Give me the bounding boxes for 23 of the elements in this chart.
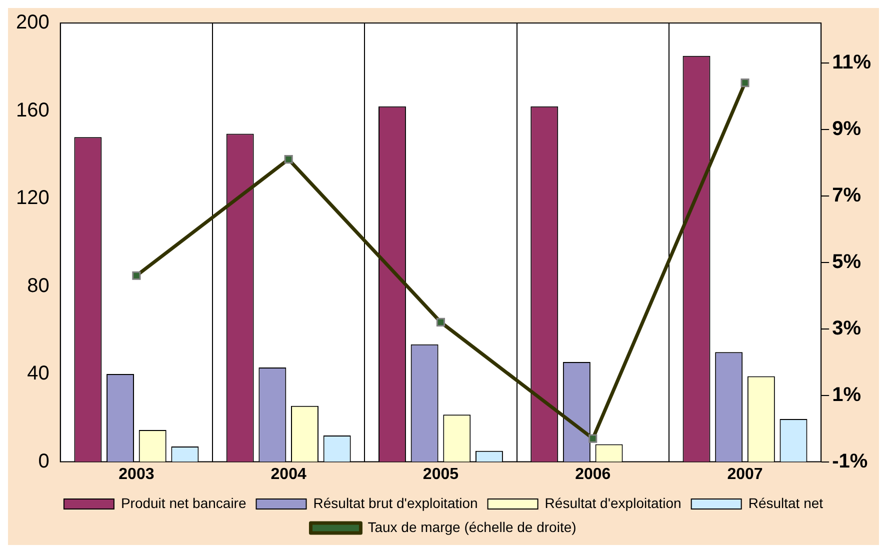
y-tick-label: 0 — [38, 450, 50, 472]
y2-tick-label: 11% — [832, 51, 872, 74]
legend-label: Résultat d'exploitation — [544, 494, 682, 511]
y-tick-label: 120 — [16, 187, 50, 210]
y2-tick-label: 7% — [832, 184, 862, 206]
x-tick-label: 2003 — [118, 466, 154, 483]
y-tick-label: 160 — [16, 99, 50, 122]
legend-label: Résultat brut d'exploitation — [313, 494, 478, 511]
y2-tick-label: -1% — [832, 450, 868, 472]
y2-tick-label: 5% — [832, 250, 862, 273]
legend-label: Résultat net — [748, 494, 824, 511]
x-tick-label: 2005 — [422, 466, 459, 483]
legend-label: Taux de marge (échelle de droite) — [368, 518, 576, 535]
x-tick-label: 2007 — [727, 466, 763, 483]
y-tick-label: 200 — [16, 12, 50, 34]
legend-label: Produit net bancaire — [120, 494, 246, 511]
x-tick-label: 2004 — [270, 466, 306, 483]
y2-tick-label: 3% — [832, 317, 862, 340]
x-tick-label: 2006 — [575, 466, 611, 483]
y-tick-label: 40 — [27, 362, 50, 385]
y2-tick-label: 9% — [832, 118, 862, 140]
y2-tick-label: 1% — [832, 384, 862, 406]
y-tick-label: 80 — [27, 274, 50, 297]
